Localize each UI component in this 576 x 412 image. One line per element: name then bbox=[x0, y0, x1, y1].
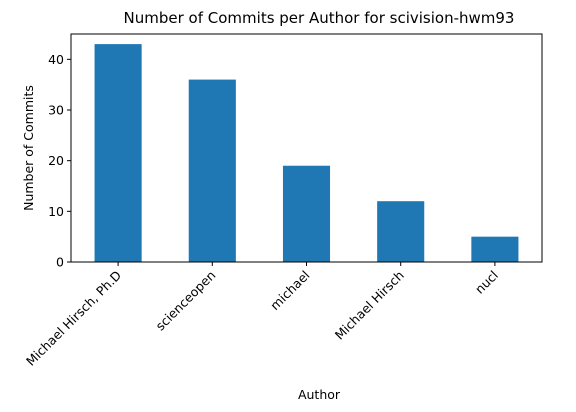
bar-2 bbox=[282, 165, 331, 262]
bar-3 bbox=[377, 201, 425, 262]
x-tick-label-0: Michael Hirsch, Ph.D bbox=[23, 268, 124, 369]
x-tick-label-4: nucl bbox=[472, 268, 501, 297]
y-tick-label-3: 30 bbox=[48, 103, 64, 118]
x-tick-label-2: michael bbox=[267, 268, 312, 313]
y-tick-label-2: 20 bbox=[48, 153, 64, 168]
y-axis: 0 10 20 30 40 bbox=[48, 52, 71, 270]
plot-frame bbox=[70, 33, 543, 263]
y-axis-label: Number of Commits bbox=[21, 85, 36, 211]
bar-0 bbox=[94, 44, 142, 262]
x-tick-label-3: Michael Hirsch bbox=[332, 268, 407, 343]
y-tick-label-0: 0 bbox=[56, 255, 64, 270]
bars-layer bbox=[94, 44, 519, 262]
bar-1 bbox=[188, 79, 236, 262]
chart-title: Number of Commits per Author for scivisi… bbox=[124, 9, 515, 27]
x-axis-label: Author bbox=[298, 387, 341, 402]
bar-4 bbox=[471, 236, 519, 262]
x-tick-label-1: scienceopen bbox=[152, 268, 218, 334]
y-tick-label-4: 40 bbox=[48, 52, 64, 67]
y-tick-label-1: 10 bbox=[48, 204, 64, 219]
x-axis: Michael Hirsch, Ph.D scienceopen michael Mi… bbox=[23, 262, 501, 369]
